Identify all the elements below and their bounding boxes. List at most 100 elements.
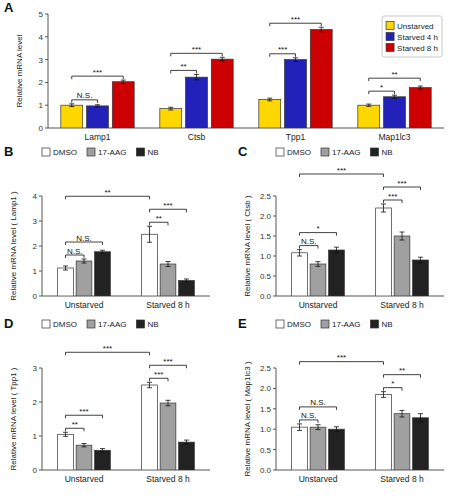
error-bar	[121, 80, 126, 83]
significance-label: **	[72, 420, 78, 429]
significance-label: ***	[388, 192, 397, 201]
legend-label: 17-AAG	[332, 320, 360, 329]
y-axis-label: Relative mRNA level ( Tpp1 )	[9, 367, 18, 470]
panel: 0123UnstarvedStarved 8 hRelative mRNA le…	[4, 316, 210, 484]
legend-label: DMSO	[287, 320, 311, 329]
x-tick-label: Unstarved	[299, 300, 338, 310]
significance-label: *	[316, 224, 319, 233]
y-axis-label: Relative mRNA level	[15, 34, 24, 107]
panel: 0.00.51.01.52.02.5UnstarvedStarved 8 hRe…	[238, 144, 444, 310]
bar	[58, 434, 74, 470]
panel: 01234UnstarvedStarved 8 hRelative mRNA l…	[4, 144, 210, 310]
significance-label: ***	[163, 357, 172, 366]
significance-bracket	[300, 362, 384, 365]
significance-bracket	[171, 70, 197, 73]
x-tick-label: Starved 8 h	[380, 300, 424, 310]
legend-label: Starved 8 h	[397, 44, 438, 53]
bar	[409, 88, 431, 128]
bar	[61, 105, 83, 128]
significance-label: N.S.	[67, 247, 83, 256]
error-bar	[297, 424, 302, 431]
y-tick-label: 4	[33, 192, 38, 201]
bar	[142, 234, 158, 296]
significance-label: N.S.	[77, 91, 93, 100]
bar	[112, 82, 134, 128]
significance-label: ***	[291, 15, 300, 24]
bar	[179, 442, 195, 470]
panel-title: E	[238, 316, 247, 331]
legend-label: DMSO	[287, 148, 311, 157]
x-tick-label: Tpp1	[286, 132, 306, 142]
legend-label: NB	[147, 148, 158, 157]
legend-swatch	[386, 33, 394, 41]
y-tick-label: 1	[39, 101, 44, 110]
marks	[292, 392, 429, 470]
error-bar	[166, 262, 171, 267]
annotations: N.S.N.S.******	[300, 353, 421, 423]
bar	[358, 105, 380, 128]
error-bar	[147, 226, 152, 242]
significance-bracket	[66, 196, 150, 199]
bar	[259, 100, 281, 129]
significance-label: **	[181, 62, 187, 71]
panel: 012345Lamp1CtsbTpp1Map1lc3Relative mRNA …	[4, 0, 444, 142]
legend-swatch	[136, 148, 144, 156]
y-tick-label: 4	[39, 33, 44, 42]
legend-label: Starved 4 h	[397, 33, 438, 42]
bar	[58, 268, 74, 296]
y-tick-label: 0	[33, 292, 38, 301]
y-axis-label: Relative mRNA level ( Map1lc3 )	[243, 361, 252, 476]
y-axis	[42, 196, 43, 296]
legend: DMSO17-AAGNB	[42, 148, 159, 157]
error-bar	[381, 204, 386, 212]
error-bar	[100, 250, 105, 253]
error-bar	[418, 257, 423, 263]
y-axis-label: Relative mRNA level ( Lamp1 )	[9, 191, 18, 301]
significance-label: N.S.	[76, 234, 92, 243]
y-tick-label: 2	[39, 78, 44, 87]
legend-swatch	[87, 320, 95, 328]
error-bar	[418, 86, 423, 89]
significance-label: **	[104, 188, 110, 197]
significance-bracket	[300, 407, 337, 410]
bar	[376, 208, 392, 296]
annotations: **************	[66, 344, 187, 431]
significance-label: ***	[154, 370, 163, 379]
significance-bracket	[300, 246, 318, 249]
x-tick-label: Lamp1	[85, 132, 111, 142]
significance-bracket	[384, 375, 421, 378]
bar	[95, 450, 111, 470]
legend-swatch	[370, 320, 378, 328]
bar	[310, 427, 326, 470]
error-bar	[381, 392, 386, 398]
significance-label: N.S.	[301, 237, 317, 246]
error-bar	[366, 104, 371, 106]
significance-label: N.S.	[310, 398, 326, 407]
y-tick-label: 3	[33, 364, 38, 373]
error-bar	[69, 104, 74, 107]
significance-label: N.S.	[301, 411, 317, 420]
bar	[413, 418, 429, 470]
y-tick-label: 1	[33, 267, 38, 276]
bar	[179, 281, 195, 297]
error-bar	[166, 400, 171, 405]
y-tick-label: 1.0	[260, 425, 272, 434]
significance-bracket	[384, 187, 421, 190]
error-bar	[82, 443, 87, 446]
error-bar	[297, 250, 302, 256]
y-tick-label: 2.5	[260, 364, 272, 373]
panel-title: C	[238, 144, 248, 159]
legend-swatch	[42, 320, 50, 328]
significance-bracket	[66, 415, 103, 418]
error-bar	[293, 58, 298, 62]
significance-bracket	[300, 174, 384, 177]
error-bar	[168, 107, 173, 110]
legend: DMSO17-AAGNB	[276, 320, 393, 329]
significance-bracket	[66, 352, 150, 355]
significance-bracket	[171, 53, 222, 56]
bar	[394, 236, 410, 296]
significance-bracket	[150, 365, 187, 368]
significance-bracket	[300, 233, 337, 236]
y-tick-label: 3	[39, 56, 44, 65]
error-bar	[400, 410, 405, 417]
